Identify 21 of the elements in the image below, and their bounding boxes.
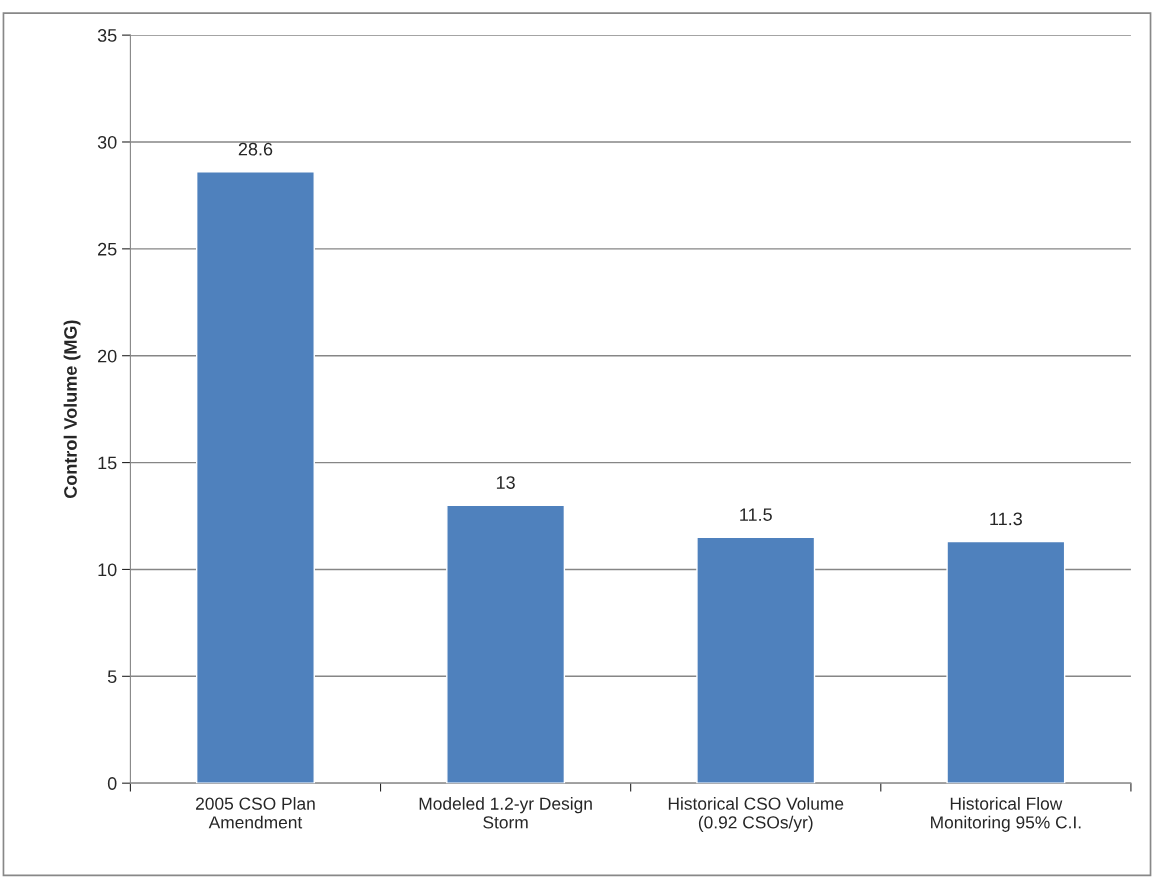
y-tick-label: 25: [98, 242, 117, 256]
bar: [696, 536, 816, 784]
data-label: 11.5: [740, 508, 772, 521]
y-tick-label: 30: [97, 135, 117, 149]
data-label: 11.3: [990, 512, 1022, 526]
y-tick-label: 10: [98, 563, 117, 577]
data-label: 28.6: [238, 142, 273, 156]
x-tick-label: 2005 CSO Plan Amendment: [196, 797, 315, 829]
x-tick-label: Historical Flow Monitoring 95% C.I.: [931, 797, 1081, 832]
y-tick-label: 5: [107, 670, 117, 684]
x-tick-label: Historical CSO Volume (0.92 CSOs/yr): [668, 797, 844, 832]
bar: [446, 504, 566, 784]
bar: [946, 540, 1066, 784]
data-label: 13: [496, 476, 515, 489]
y-axis-title: Control Volume (MG): [63, 320, 81, 499]
y-tick-label: 15: [98, 456, 117, 470]
y-tick-label: 20: [98, 349, 117, 363]
x-tick-label: Modeled 1.2-yr Design Storm: [419, 797, 592, 829]
y-tick-label: 35: [97, 29, 117, 42]
bar: [195, 171, 315, 784]
y-tick-label: 0: [107, 777, 117, 790]
